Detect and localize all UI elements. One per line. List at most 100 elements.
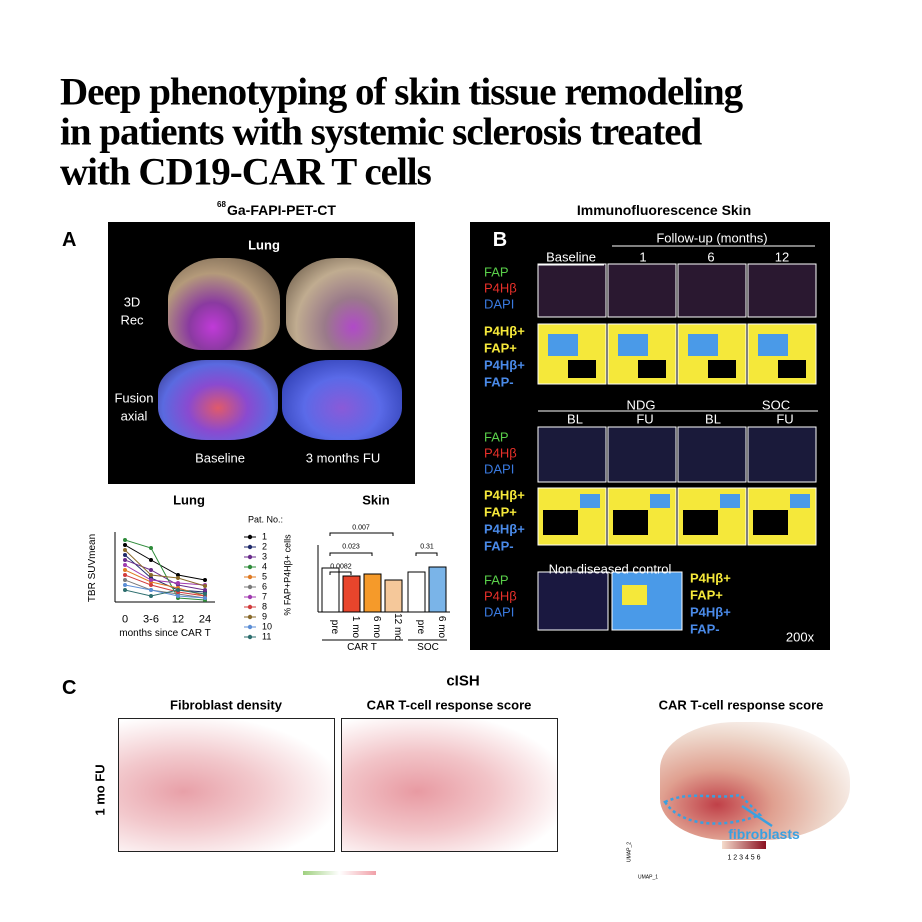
patient-point [123,573,127,577]
legend-marker [247,604,253,610]
class-label: P4Hβ+ [484,487,525,503]
segment [758,334,788,356]
patient-point [123,588,127,592]
bracket [329,552,373,556]
annotation: fibroblasts [728,826,800,842]
legend-title: Pat. No.: [248,514,284,525]
column-label: BL [705,411,721,427]
title-line: Deep phenotyping of skin tissue remodeli… [60,70,743,114]
segment [720,494,740,508]
fibroblast-outline [663,793,763,825]
column-label: CAR T-cell response score [366,697,532,713]
column-label: BL [567,411,583,427]
chart-title: Lung [173,492,205,508]
title-line: with CD19-CAR T cells [60,150,432,194]
patient-point [149,568,153,572]
lung-lines [123,538,207,602]
segment [622,585,647,605]
legend-item: 2 [262,541,268,552]
umap-axis-label: UMAP_2 [626,841,633,863]
color-scale-bar [303,871,376,875]
patient-line [124,564,206,586]
stain-label: FAP [484,572,509,588]
if-image [747,263,817,318]
segment [708,360,736,378]
patient-point [123,563,127,567]
patient-point [203,588,207,592]
panel-b-rules [538,245,818,412]
patient-point [149,546,153,550]
fusion-axial-followup [282,360,402,440]
stain-label: P4Hβ [484,445,517,461]
stain-label: DAPI [484,604,515,620]
legend-item: 7 [262,591,268,602]
p-value: 0.023 [342,543,360,551]
stain-label: FAP [484,264,509,280]
panel-header: Immunofluorescence Skin [576,202,752,218]
legend-item: 5 [262,571,268,582]
stain-label: DAPI [484,296,515,312]
patient-point [176,573,180,577]
stain-label: FAP [484,429,509,445]
legend-item: 8 [262,601,268,612]
patient-point [176,588,180,592]
segment [683,510,718,535]
class-label: FAP+ [484,504,517,520]
segment [650,494,670,508]
x-tick-label: 3-6 [143,613,159,626]
patient-line [124,589,206,597]
lung-3d-followup [286,258,398,350]
significance-brackets [322,532,447,641]
panel-label: B [492,229,508,251]
cish-car-t-image [341,718,558,852]
patient-point [203,584,207,588]
category-label: 6 mo [371,615,382,639]
patient-point [123,558,127,562]
lung-3d-baseline [168,258,280,350]
class-label: P4Hβ+ [484,357,525,373]
class-label: P4Hβ+ [690,604,731,620]
class-label: FAP- [484,538,514,554]
chart-title: Skin [362,492,390,508]
patient-line [124,554,206,593]
segment [568,360,596,378]
legend-item: 3 [262,551,268,562]
category-label: 6 mo [436,615,447,639]
patient-line [124,544,206,581]
category-label: 12 mo [392,613,403,641]
legend-marker [247,544,253,550]
patient-point [176,576,180,580]
legend-item: 11 [262,631,272,642]
legend-marker [247,624,253,630]
patient-point [123,568,127,572]
umap-colorbar [722,841,766,849]
column-group-label: Follow-up (months) [656,230,768,246]
umap-axis-label: UMAP_1 [637,874,659,881]
legend-marker [247,634,253,640]
p-value: 0.007 [352,524,370,532]
patient-point [176,581,180,585]
bracket [329,532,394,536]
column-label: FU [776,411,794,427]
skin-bar [321,567,340,613]
legend-marker [247,584,253,590]
legend-item: 9 [262,611,268,622]
column-label: 1 [639,249,647,265]
legend-item: 10 [262,621,273,632]
patient-line [124,559,206,591]
class-label: FAP- [690,621,720,637]
patient-point [203,592,207,596]
panel-label: A [62,229,77,251]
patient-point [123,538,127,542]
cish-fibroblast-image [118,718,335,852]
category-label: pre [415,619,426,635]
p-value: 0.0082 [330,563,352,571]
patient-point [149,573,153,577]
patient-point [149,583,153,587]
panel-label: C [62,677,77,699]
skin-bar [363,573,382,613]
class-label: P4Hβ+ [484,521,525,537]
fibroblast-arrow [741,804,773,828]
column-label: Baseline [546,249,596,265]
